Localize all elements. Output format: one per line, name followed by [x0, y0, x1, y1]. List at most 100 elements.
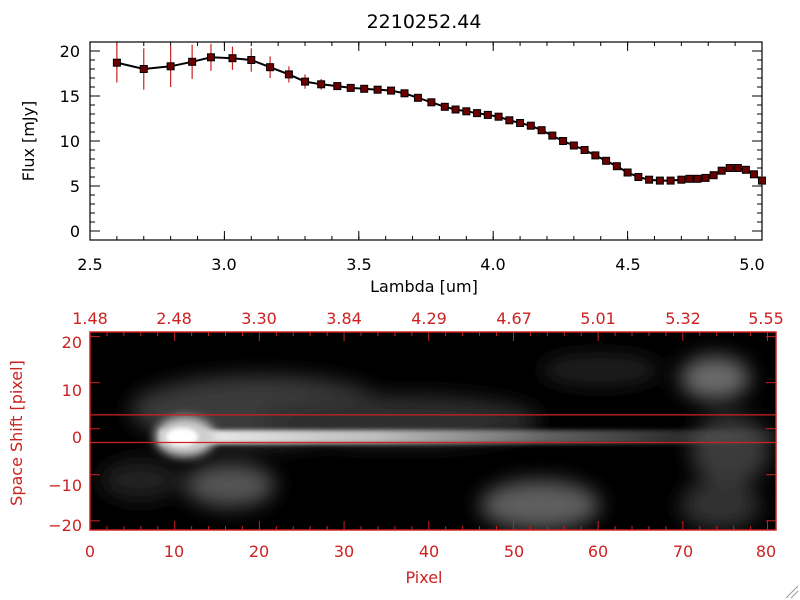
spectrum-point — [188, 57, 197, 66]
spectrum-point — [749, 170, 758, 179]
spectrum-point — [569, 141, 578, 150]
spectrum-point — [725, 164, 734, 172]
spectrum-point — [559, 137, 568, 145]
image-x-tick-label: 10 — [164, 542, 184, 561]
resize-grip-icon[interactable] — [785, 585, 799, 599]
image-x-tick-label: 70 — [673, 542, 693, 561]
image-emission-blob — [100, 460, 180, 500]
spectrum-point — [677, 175, 686, 184]
spectrum-axis-ticks — [89, 42, 763, 240]
spectrum-point — [451, 105, 460, 114]
image-x-axis-label: Pixel — [405, 568, 442, 587]
image-x-tick-label: 30 — [334, 542, 354, 561]
image-top-axis-label: 5.01 — [580, 309, 616, 328]
spectrum-point — [139, 65, 148, 73]
spectrum-plot-frame — [89, 41, 763, 241]
image-top-axis-label: 4.67 — [496, 309, 532, 328]
image-x-tick-label: 80 — [756, 542, 776, 561]
spectrum-line — [116, 56, 763, 182]
spectrum-point — [266, 63, 275, 72]
spectrum-point — [685, 174, 694, 183]
spectrum-point — [741, 165, 750, 174]
spectrum-point — [360, 84, 369, 93]
image-emission-blob — [680, 480, 760, 530]
image-x-tick-label: 0 — [85, 542, 95, 561]
spectrum-x-tick-label: 2.5 — [77, 255, 102, 274]
spectrum-point — [494, 112, 503, 121]
spectrum-point — [427, 98, 436, 107]
image-emission-blob — [690, 415, 770, 485]
spectrum-point — [387, 86, 396, 95]
spectrum-point — [591, 151, 600, 160]
spectrum-point — [701, 173, 710, 182]
spectrum-point — [166, 62, 175, 71]
spectrum-point — [645, 175, 654, 184]
image-axis-ticks — [89, 332, 776, 530]
image-x-tick-labels: 0 10 20 30 40 50 60 70 80 — [85, 542, 776, 561]
image-y-tick-label: −20 — [48, 516, 82, 535]
image-x-tick-label: 50 — [504, 542, 524, 561]
spectrum-point — [623, 168, 632, 177]
image-top-axis-label: 3.30 — [241, 309, 277, 328]
spectrum-point — [247, 56, 256, 64]
spectrum-point — [733, 164, 742, 172]
spectrum-x-tick-label: 3.5 — [346, 255, 371, 274]
spectrum-point — [612, 162, 621, 171]
spectrum-point — [400, 89, 409, 98]
spectrum-point — [462, 107, 471, 116]
spectrum-point — [666, 176, 675, 185]
image-x-tick-label: 40 — [419, 542, 439, 561]
spectrum-point — [317, 80, 326, 89]
image-top-axis-label: 3.84 — [326, 309, 362, 328]
spectrum-errorbars — [116, 42, 763, 186]
spectrum-point — [537, 126, 546, 135]
spectrum-title: 2210252.44 — [367, 11, 482, 33]
image-x-tick-label: 20 — [249, 542, 269, 561]
spectrum-point — [483, 110, 492, 119]
image-top-axis-label: 5.55 — [748, 309, 784, 328]
spectrum-point — [228, 54, 237, 63]
spectrum-point — [693, 174, 702, 183]
image-top-axis-label: 2.48 — [156, 309, 192, 328]
image-diffuse-emission — [100, 355, 770, 530]
spectrum-point — [709, 171, 718, 180]
spectrum-point — [301, 77, 310, 86]
spectrum-y-tick-labels: 0 5 10 15 20 — [60, 42, 80, 241]
spectrum-point — [346, 83, 355, 92]
spectrum-y-tick-label: 15 — [60, 87, 80, 106]
spectrum-point — [112, 58, 121, 67]
spectrum-point — [284, 70, 293, 79]
spectrum-x-tick-label: 4.0 — [480, 255, 505, 274]
image-y-tick-label: −10 — [48, 476, 82, 495]
spectrum-point — [634, 173, 643, 181]
spectrum-point — [548, 131, 557, 140]
spectrum-point — [440, 102, 449, 111]
spectrum-point — [206, 53, 215, 62]
image-emission-blob — [185, 463, 275, 507]
spectrum-x-tick-label: 4.5 — [615, 255, 640, 274]
spectrum-y-tick-label: 10 — [60, 132, 80, 151]
spectrum-point — [373, 85, 382, 94]
spectrum-y-axis-label: Flux [mJy] — [19, 101, 38, 182]
spectrum-point — [505, 116, 514, 125]
image-y-tick-label: 20 — [62, 333, 82, 352]
image-y-tick-label: 10 — [62, 381, 82, 400]
spectrum-point — [758, 176, 766, 185]
resize-grip-line — [785, 585, 799, 599]
spectrum-y-tick-label: 0 — [70, 222, 80, 241]
spectrum-point — [526, 121, 535, 130]
spectrum-point — [413, 93, 422, 102]
image-top-axis-label: 5.32 — [665, 309, 701, 328]
spectrum-x-tick-label: 5.0 — [739, 255, 764, 274]
image-y-tick-labels: −20 −10 0 10 20 — [48, 333, 82, 535]
spectrum-y-tick-label: 5 — [70, 177, 80, 196]
spectrum-point — [473, 109, 482, 118]
spectrum-x-tick-labels: 2.5 3.0 3.5 4.0 4.5 5.0 — [77, 255, 764, 274]
spectrum-y-tick-label: 20 — [60, 42, 80, 61]
image-panel — [90, 332, 776, 530]
spectrum-point — [717, 166, 726, 175]
spectrum-x-axis-label: Lambda [um] — [370, 277, 478, 296]
spectrum-point — [333, 82, 342, 91]
spectrum-points — [112, 53, 766, 185]
